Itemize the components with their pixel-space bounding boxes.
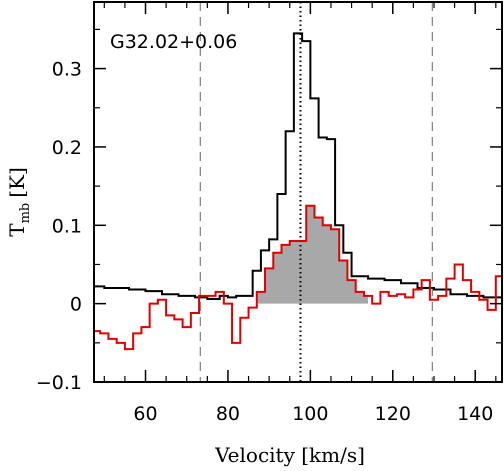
series-layer — [94, 32, 503, 351]
x-tick-label: 60 — [133, 403, 157, 425]
x-tick-label: 100 — [292, 403, 328, 425]
y-tick-label: 0.2 — [52, 137, 82, 159]
x-tick-label: 80 — [216, 403, 240, 425]
y-tick-label: −0.1 — [36, 372, 82, 394]
y-axis-label-unit: [K] — [5, 167, 29, 198]
velocity-markers — [199, 2, 434, 382]
y-tick-label: 0.1 — [52, 215, 82, 237]
x-tick-label: 120 — [375, 403, 411, 425]
axis-ticks — [94, 2, 502, 383]
y-axis-label-main: T — [5, 223, 29, 237]
tick-labels: 60 80 100 120 140 −0.1 0 0.1 0.2 0.3 — [36, 59, 493, 425]
y-axis-label: Tmb [K] — [5, 167, 33, 237]
y-tick-label: 0 — [70, 294, 82, 316]
y-tick-label: 0.3 — [52, 59, 82, 81]
series-line-black — [94, 32, 503, 300]
chart-title: G32.02+0.06 — [110, 31, 237, 53]
x-axis-label: Velocity [km/s] — [214, 443, 365, 467]
x-tick-label: 140 — [457, 403, 493, 425]
svg-text:Tmb[K]: Tmb [K] — [5, 167, 33, 237]
plot-frame — [93, 1, 503, 383]
y-axis-label-sub: mb — [18, 203, 33, 224]
series-line-red — [94, 204, 503, 351]
